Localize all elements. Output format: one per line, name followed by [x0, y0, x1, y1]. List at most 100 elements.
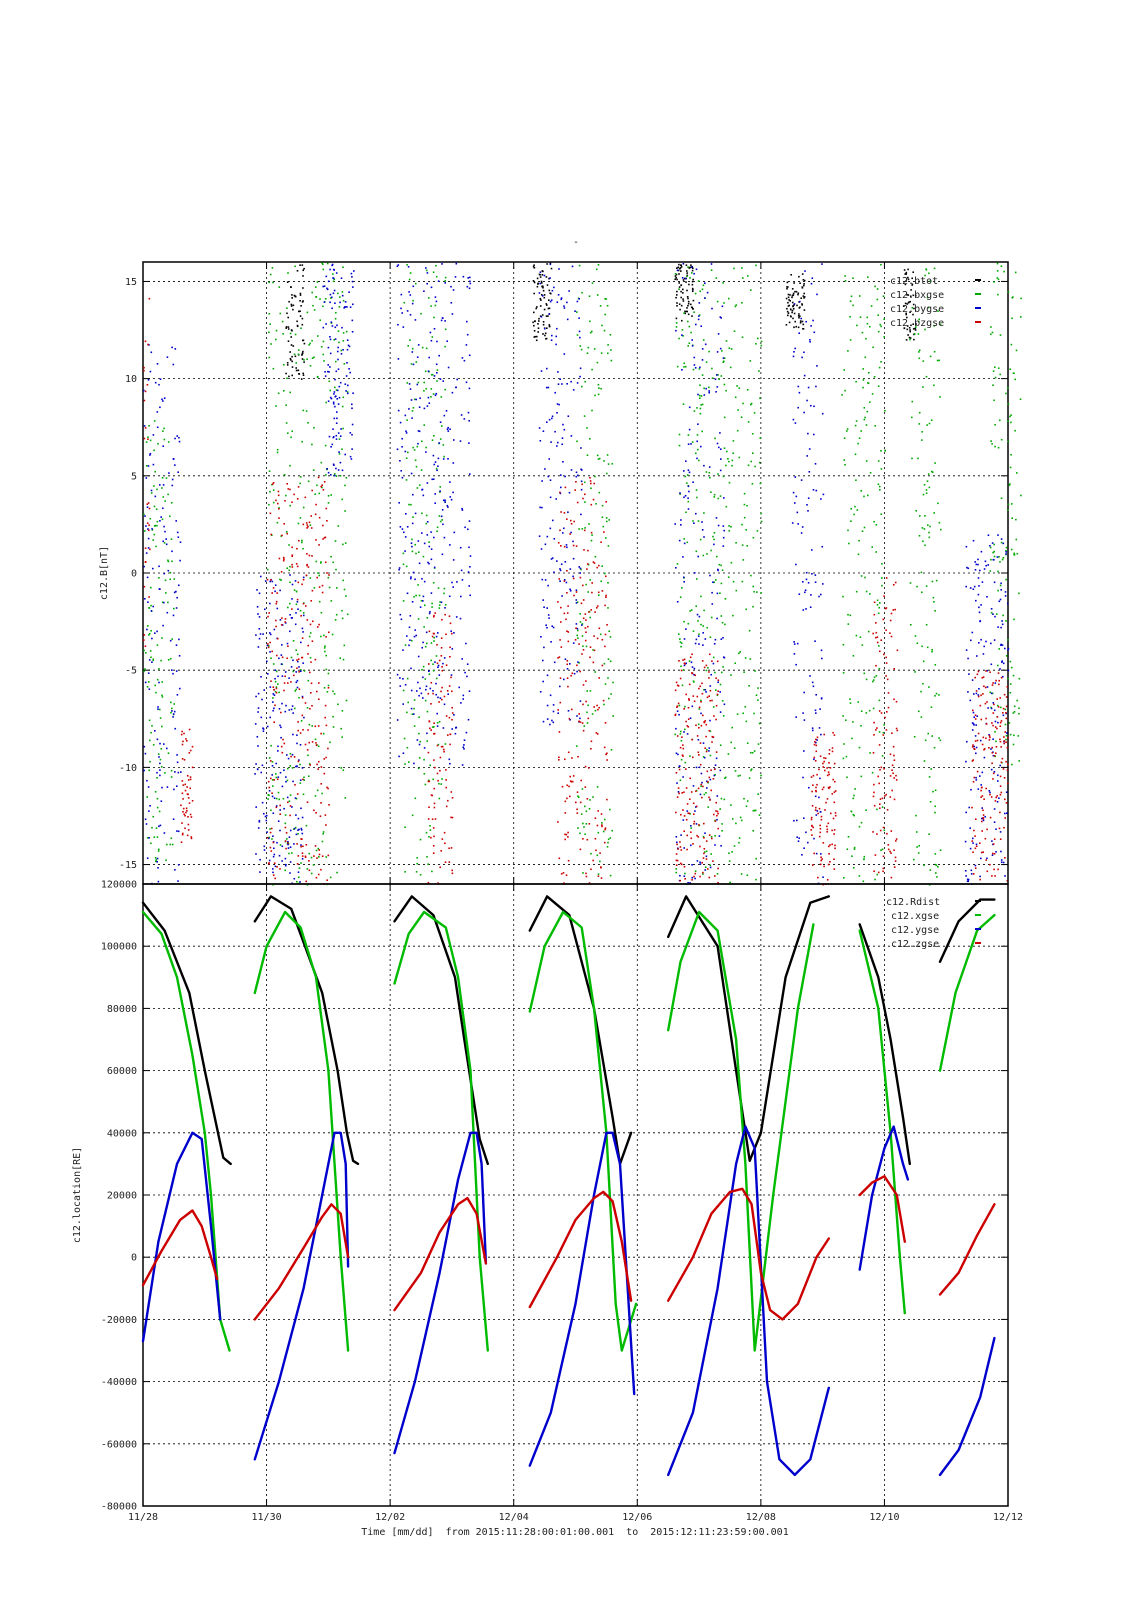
point-s1-b7-49: [994, 424, 996, 426]
point-s1-b1-89: [292, 670, 294, 673]
point-s2-b7-144: [967, 567, 970, 570]
point-s1-b3-137: [597, 873, 600, 875]
point-s2-b1-139: [272, 835, 274, 837]
point-s3-b5-173: [717, 867, 719, 870]
point-s2-b3-58: [454, 732, 457, 735]
point-s3-b2-19: [312, 620, 314, 623]
point-s2-b3-178: [415, 398, 417, 401]
point-s2-b5-164: [690, 661, 693, 664]
point-s3-b4-35: [567, 605, 569, 607]
point-s1-b4-232: [760, 592, 762, 594]
point-s3-b2-43: [311, 705, 313, 707]
point-s3-b2-227: [316, 576, 318, 579]
point-s1-b3-59: [583, 481, 586, 484]
point-s1-b7-46: [990, 611, 993, 614]
point-s1-b4-289: [688, 342, 691, 344]
point-s0-b1-44: [548, 324, 551, 326]
point-s1-b4-155: [698, 394, 701, 397]
point-s3-b5-84: [684, 878, 686, 880]
point-s2-b7-122: [990, 707, 993, 710]
point-s1-b2-142: [414, 797, 417, 800]
point-s1-b2-102: [412, 407, 415, 409]
point-s3-b5-144: [691, 672, 693, 674]
point-s3-b4-115: [565, 833, 568, 836]
point-s3-b3-62: [438, 659, 441, 662]
point-s2-b4-54: [577, 661, 579, 663]
series-1-segment-6: [938, 913, 996, 1072]
point-s1-b2-125: [426, 617, 429, 619]
point-s2-b1-171: [302, 614, 305, 617]
point-s1-b3-132: [597, 383, 600, 386]
point-s2-b6-128: [807, 841, 809, 844]
point-s1-b2-163: [403, 737, 406, 740]
point-s1-b4-113: [725, 340, 728, 342]
point-s2-b1-103: [262, 728, 265, 730]
point-s1-b4-15: [713, 581, 715, 584]
point-s2-b3-284: [450, 285, 452, 288]
point-s2-b2-89: [328, 371, 330, 373]
point-s2-b7-133: [979, 569, 981, 572]
point-s2-b6-40: [807, 510, 809, 512]
point-s0-b3-27: [686, 272, 688, 274]
point-s3-b5-178: [705, 735, 707, 738]
point-s0-b2-20: [797, 293, 799, 296]
point-s0-b3-24: [680, 290, 682, 293]
point-s2-b3-109: [398, 568, 400, 571]
point-s2-b3-86: [428, 612, 431, 615]
point-s1-b3-6: [586, 352, 589, 354]
point-s1-b7-28: [1010, 414, 1012, 416]
point-s2-b4-152: [556, 445, 558, 447]
point-s3-b6-21: [833, 829, 836, 831]
point-s1-b2-97: [421, 669, 423, 671]
point-s3-b5-47: [702, 785, 704, 788]
point-s2-b4-45: [549, 496, 552, 499]
point-s3-b4-95: [569, 775, 571, 778]
point-s1-b0-66: [163, 438, 166, 441]
point-s0-b1-74: [546, 263, 548, 265]
point-s2-b6-121: [805, 831, 807, 834]
point-s2-b3-264: [432, 454, 435, 457]
point-s2-b6-112: [798, 593, 801, 595]
point-s3-b5-58: [682, 747, 685, 750]
point-s3-b8-133: [995, 746, 998, 748]
point-s2-b3-231: [402, 678, 404, 680]
point-s1-b4-171: [697, 520, 700, 522]
point-s1-b1-281: [295, 590, 298, 593]
point-s2-b3-3: [436, 712, 438, 715]
point-s1-b1-146: [303, 359, 305, 361]
point-s1-b4-336: [759, 397, 761, 399]
point-s1-b3-19: [606, 454, 609, 456]
point-s3-b4-168: [590, 740, 593, 743]
point-s2-b4-4: [547, 584, 549, 587]
point-s2-b4-140: [540, 370, 543, 372]
point-s2-b6-111: [795, 663, 797, 666]
point-s3-b2-225: [302, 578, 305, 581]
point-s2-b0-48: [146, 628, 148, 631]
point-s0-b1-36: [541, 274, 544, 276]
point-s2-b6-77: [815, 852, 818, 855]
point-s2-b6-3: [793, 819, 795, 822]
point-s2-b7-124: [973, 716, 975, 718]
point-s2-b3-262: [447, 426, 449, 429]
point-s2-b0-93: [178, 584, 180, 587]
point-s1-b7-62: [991, 692, 994, 695]
point-s2-b7-91: [978, 611, 981, 614]
point-s3-b8-98: [986, 828, 988, 831]
point-s2-b3-46: [437, 280, 440, 282]
point-s0-b0-14: [294, 355, 297, 358]
point-s0-b1-42: [535, 307, 537, 310]
point-s3-b2-20: [309, 707, 311, 710]
point-s1-b5-181: [881, 563, 883, 565]
point-s3-b3-96: [433, 732, 436, 735]
point-s1-b0-63: [156, 644, 159, 646]
point-s3-b5-50: [677, 702, 680, 705]
point-s2-b6-61: [796, 819, 798, 822]
point-s2-b4-47: [575, 471, 578, 474]
point-s1-b1-190: [286, 377, 288, 380]
point-s3-b8-59: [991, 875, 993, 877]
point-s3-b4-172: [562, 872, 565, 874]
point-s2-b3-303: [450, 674, 453, 676]
point-s1-b3-127: [604, 298, 606, 300]
point-s0-b0-48: [287, 326, 290, 328]
